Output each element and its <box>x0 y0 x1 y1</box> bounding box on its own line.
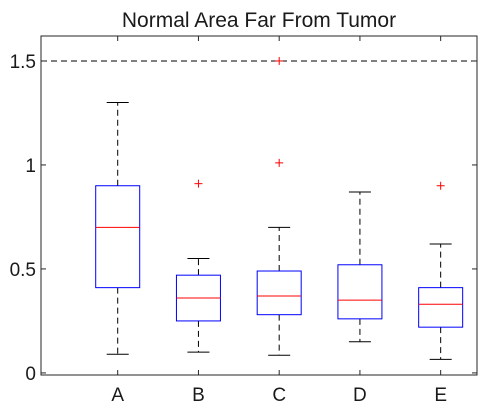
outlier-marker <box>275 56 284 65</box>
y-tick-label: 1 <box>25 156 36 177</box>
box-group <box>175 179 221 353</box>
box-group <box>95 102 141 355</box>
box-iqr <box>337 264 383 320</box>
y-tick-label: 0 <box>25 364 36 385</box>
box-group <box>337 191 383 343</box>
y-tick-label: 1.5 <box>10 52 36 73</box>
x-tick-label: C <box>272 385 286 406</box>
x-tick-label: D <box>353 385 367 406</box>
outlier-marker <box>436 181 445 190</box>
box-group <box>418 181 464 360</box>
chart-title: Normal Area Far From Tumor <box>122 9 396 32</box>
box-group <box>256 56 302 356</box>
outlier-marker <box>275 158 284 167</box>
boxes-layer <box>95 56 464 360</box>
outlier-marker <box>194 179 203 188</box>
box-iqr <box>256 270 302 316</box>
plot-area-frame <box>40 35 478 376</box>
box-iqr <box>418 287 464 328</box>
axis-ticks-layer: 0 0.5 1 1.5 A B C D E <box>10 36 477 406</box>
box-iqr <box>95 185 141 289</box>
x-tick-label: B <box>192 385 205 406</box>
x-tick-label: A <box>111 385 124 406</box>
y-tick-label: 0.5 <box>10 260 36 281</box>
x-tick-label: E <box>434 385 447 406</box>
